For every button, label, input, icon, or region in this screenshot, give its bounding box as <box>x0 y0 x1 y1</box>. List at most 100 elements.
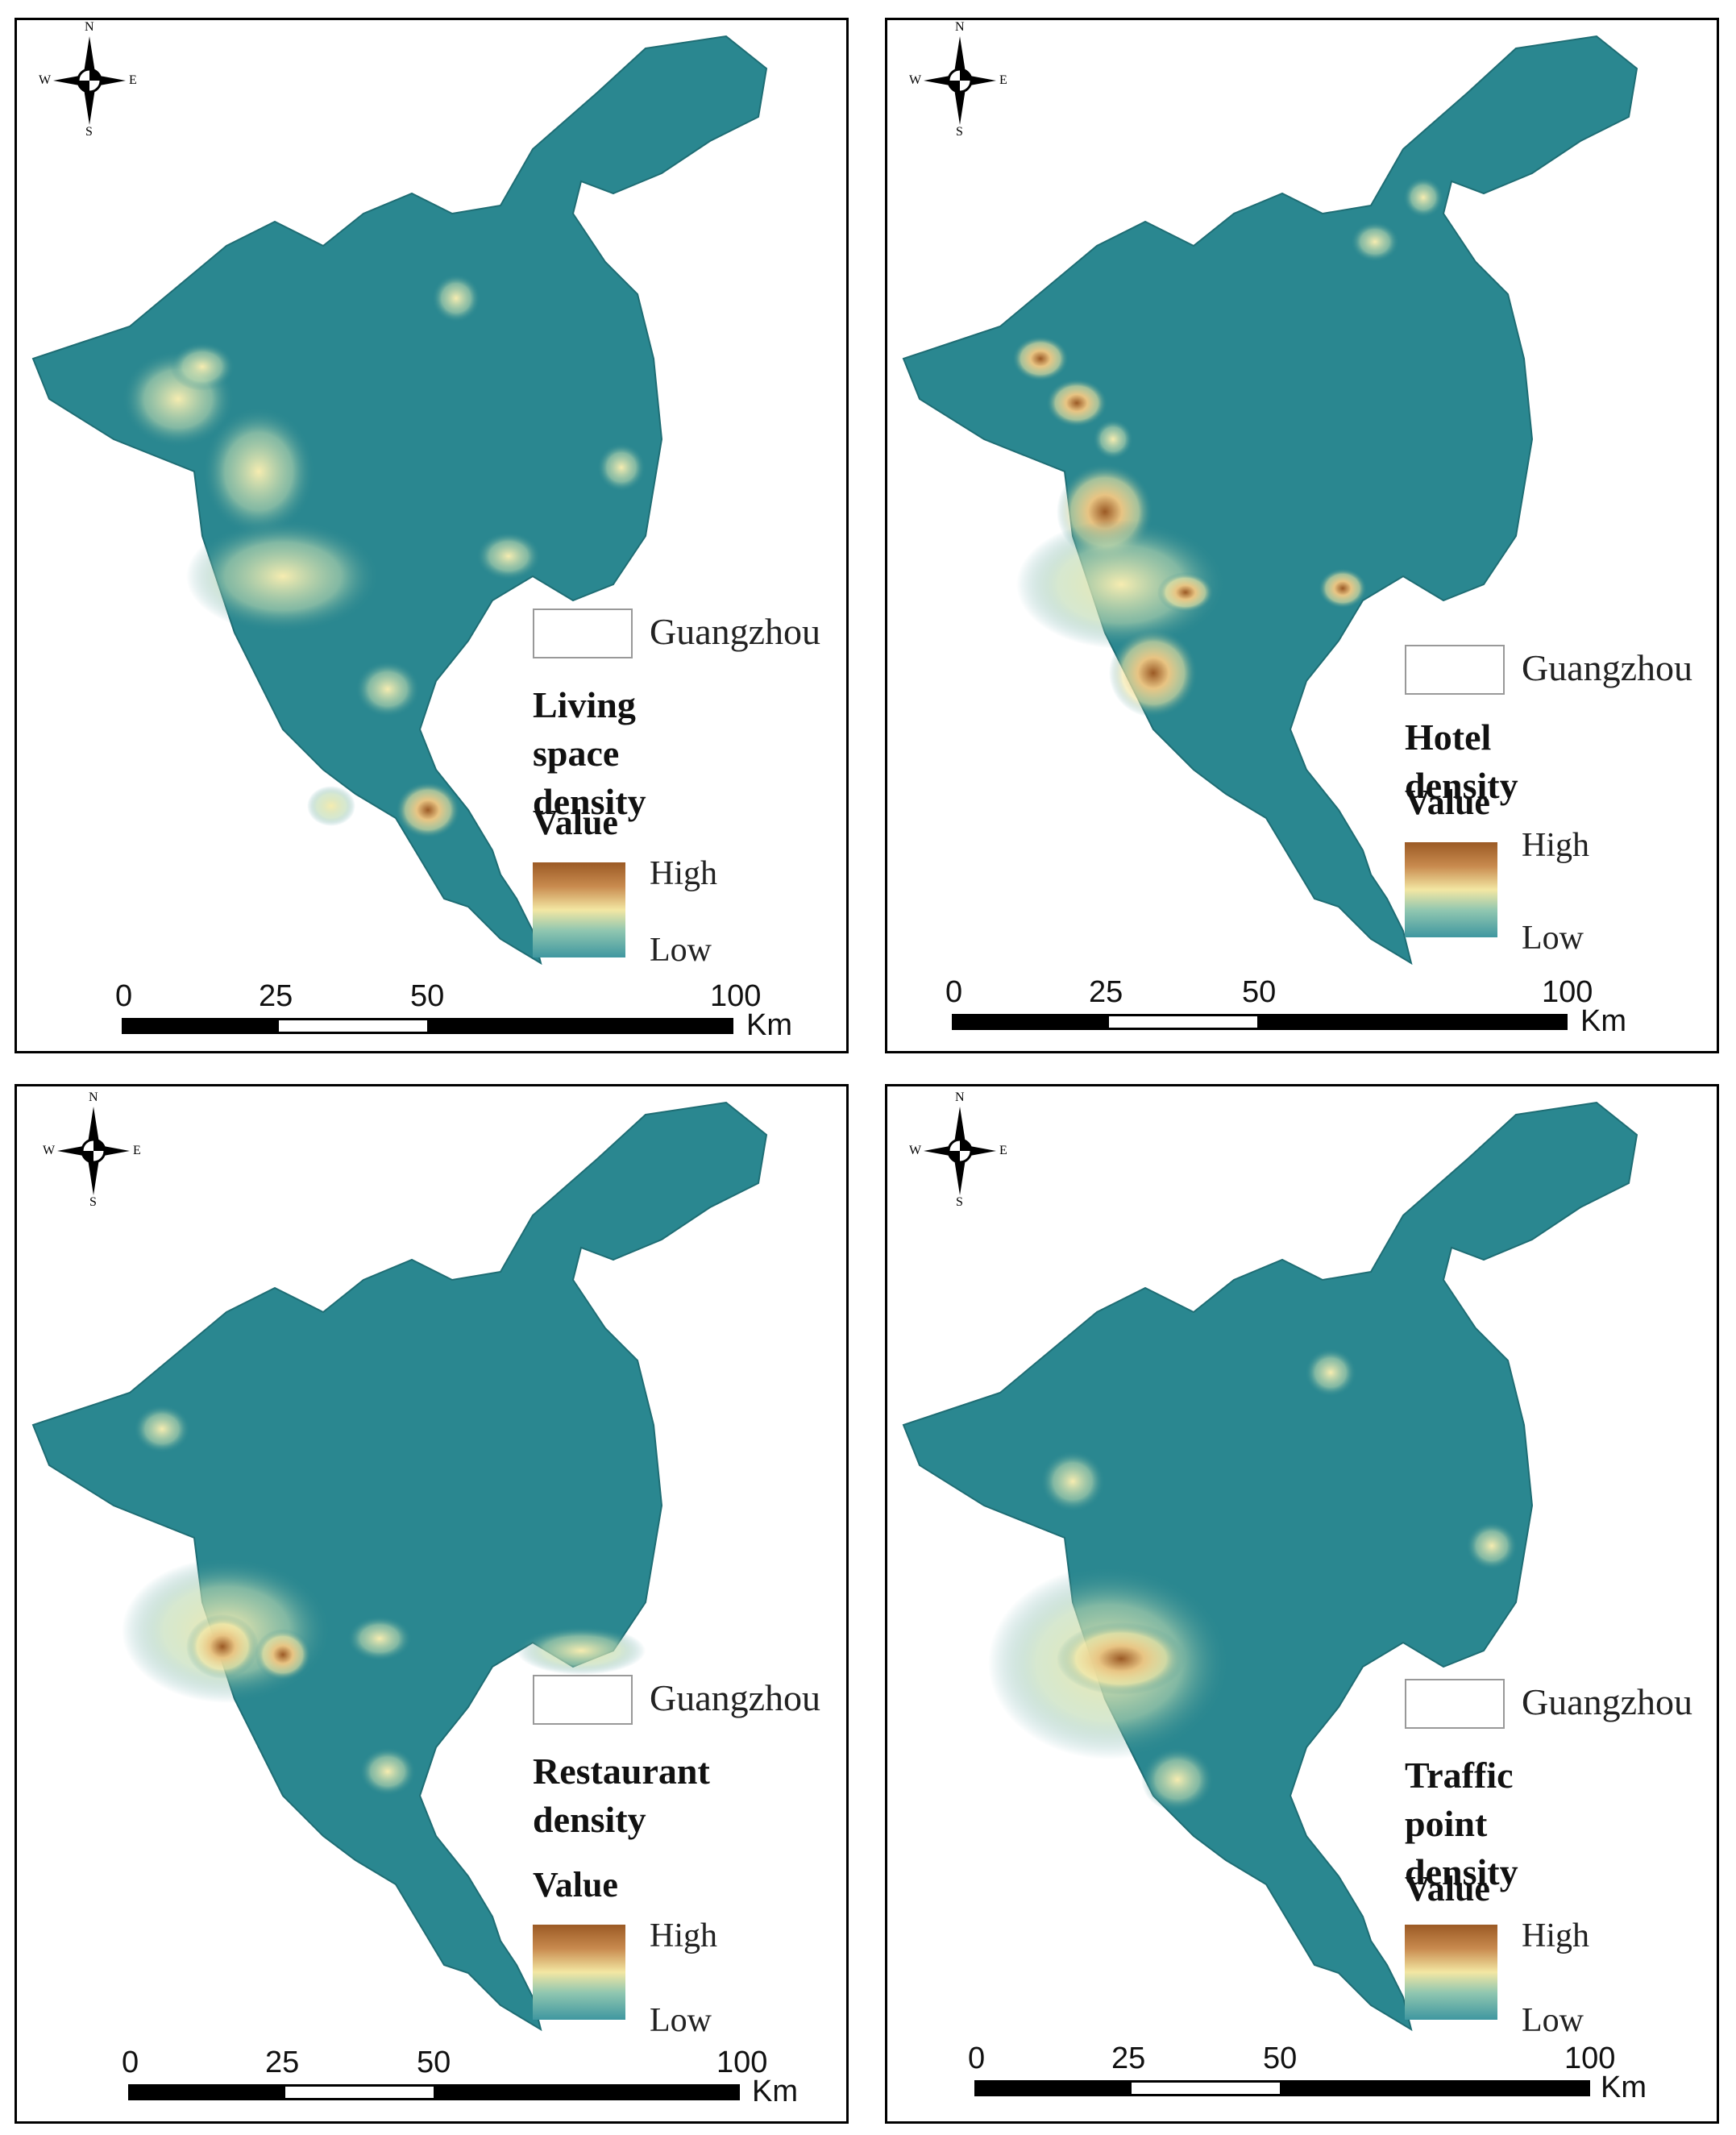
scale-segment <box>427 1018 733 1034</box>
legend-region-label: Guangzhou <box>1522 647 1693 688</box>
legend-color-ramp <box>533 862 625 957</box>
legend-region-label: Guangzhou <box>650 611 821 652</box>
scale-tick: 25 <box>265 2046 300 2079</box>
legend-color-ramp <box>533 1925 625 2020</box>
compass-s-label: S <box>956 125 963 139</box>
legend-region-label: Guangzhou <box>650 1677 821 1718</box>
scale-tick: 0 <box>945 975 963 1009</box>
density-hotspot <box>186 520 380 633</box>
legend-value-label: Value <box>533 1865 618 1904</box>
compass-w-label: W <box>39 73 52 87</box>
scale-tick: 0 <box>968 2042 986 2075</box>
legend-swatch <box>533 1675 633 1725</box>
density-map <box>31 1101 768 2032</box>
scale-unit: Km <box>746 1008 792 1042</box>
density-map <box>902 1101 1638 2032</box>
scale-bar: 0 25 50 100 Km <box>17 2046 846 2118</box>
scale-tick: 100 <box>1564 2042 1616 2075</box>
scale-segment <box>283 2084 436 2100</box>
density-hotspot <box>255 1629 311 1680</box>
map-panel-living-space: N W E S Guangzhou Living space density V… <box>15 18 849 1053</box>
map-panel-restaurant: N W E S Guangzhou Restaurant density Val… <box>15 1084 849 2124</box>
compass-w-label: W <box>909 73 922 87</box>
guangzhou-outline <box>31 35 768 966</box>
density-hotspot <box>347 1616 412 1661</box>
compass-e-label: E <box>129 73 137 87</box>
density-hotspot <box>1403 177 1443 218</box>
density-hotspot <box>1466 1522 1518 1570</box>
scale-segment <box>1257 1014 1568 1030</box>
scale-tick: 50 <box>417 2046 451 2079</box>
scale-segment <box>128 2084 285 2100</box>
scale-tick: 100 <box>1542 975 1593 1009</box>
scale-tick: 25 <box>1111 2042 1146 2075</box>
scale-segment <box>974 2080 1132 2096</box>
legend-low-label: Low <box>1522 920 1584 957</box>
legend-value-label: Value <box>1405 1869 1490 1909</box>
scale-tick: 100 <box>716 2046 768 2079</box>
density-map <box>902 35 1638 966</box>
scale-segment <box>276 1018 430 1034</box>
scale-segment <box>434 2084 740 2100</box>
scale-segment <box>1129 2080 1282 2096</box>
legend-high-label: High <box>650 855 717 892</box>
density-hotspot <box>1040 1451 1105 1512</box>
compass-e-label: E <box>133 1144 141 1157</box>
compass-n-label: N <box>955 20 965 34</box>
density-hotspot <box>202 407 315 536</box>
compass-w-label: W <box>909 1144 922 1157</box>
scale-tick: 50 <box>1263 2042 1298 2075</box>
density-hotspot <box>186 1614 259 1679</box>
scale-unit: Km <box>1580 1004 1626 1038</box>
scale-bar: 0 25 50 100 Km <box>887 975 1717 1048</box>
scale-segment <box>122 1018 279 1034</box>
map-panel-traffic-point: N W E S Guangzhou Traffic point density … <box>885 1084 1719 2124</box>
north-arrow-icon: N W E S <box>43 1090 141 1209</box>
density-hotspot <box>1057 1622 1186 1695</box>
legend-low-label: Low <box>650 932 712 969</box>
compass-n-label: N <box>89 1090 98 1104</box>
compass-n-label: N <box>85 20 94 34</box>
legend-swatch <box>1405 645 1505 695</box>
density-hotspot <box>517 1626 646 1675</box>
north-arrow-icon: N W E S <box>909 20 1007 139</box>
scale-tick: 0 <box>122 2046 139 2079</box>
density-hotspot <box>1157 572 1214 613</box>
density-hotspot <box>1012 336 1069 381</box>
density-hotspot <box>476 532 541 580</box>
compass-s-label: S <box>85 125 93 139</box>
density-hotspot <box>355 661 420 717</box>
scale-unit: Km <box>752 2075 798 2108</box>
scale-tick: 50 <box>1242 975 1277 1009</box>
guangzhou-outline <box>31 1101 768 2032</box>
legend-title: Living space density <box>533 684 646 822</box>
legend-low-label: Low <box>650 2002 712 2039</box>
legend-color-ramp <box>1405 842 1497 937</box>
scale-tick: 25 <box>1089 975 1123 1009</box>
scale-tick: 100 <box>710 979 762 1013</box>
density-hotspot <box>1141 1747 1214 1812</box>
legend-high-label: High <box>1522 827 1589 864</box>
legend-swatch <box>1405 1679 1505 1729</box>
density-hotspot <box>170 343 235 391</box>
legend-title: Hotel density <box>1405 717 1518 806</box>
scale-segment <box>952 1014 1109 1030</box>
legend-high-label: High <box>650 1917 717 1954</box>
density-hotspot <box>1319 568 1367 609</box>
compass-n-label: N <box>955 1090 965 1104</box>
legend-high-label: High <box>1522 1917 1589 1954</box>
scale-segment <box>1107 1014 1260 1030</box>
density-hotspot <box>1093 419 1133 459</box>
north-arrow-icon: N W E S <box>909 1090 1007 1209</box>
scale-segment <box>1280 2080 1590 2096</box>
map-panel-hotel: N W E S Guangzhou Hotel density Value Hi… <box>885 18 1719 1053</box>
compass-s-label: S <box>956 1195 963 1209</box>
legend-value-label: Value <box>533 803 618 842</box>
compass-s-label: S <box>89 1195 97 1209</box>
density-hotspot <box>1305 1348 1356 1397</box>
scale-tick: 50 <box>410 979 445 1013</box>
density-hotspot <box>597 443 646 492</box>
legend-value-label: Value <box>1405 783 1490 822</box>
guangzhou-outline <box>902 1101 1638 2032</box>
scale-bar: 0 25 50 100 Km <box>887 2042 1717 2114</box>
